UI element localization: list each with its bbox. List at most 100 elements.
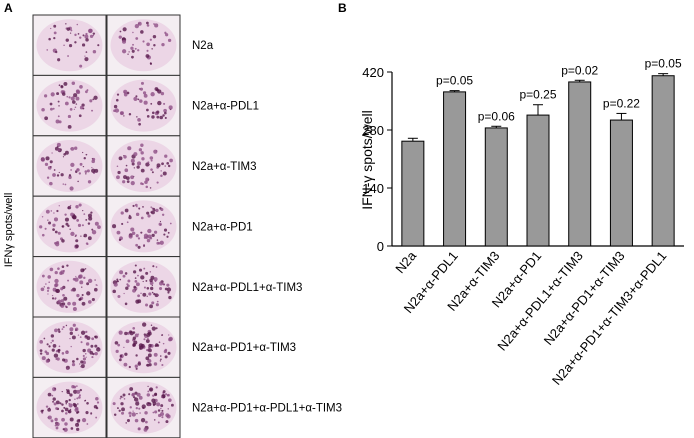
spot [132, 396, 136, 399]
spot [75, 205, 79, 209]
spot [136, 392, 141, 397]
spot [164, 111, 167, 115]
spot [142, 206, 144, 208]
spot [164, 154, 168, 158]
well [36, 200, 103, 253]
spot [84, 268, 87, 270]
spot [57, 148, 60, 152]
well-image [32, 14, 107, 76]
well-image [32, 135, 107, 197]
spot [39, 225, 43, 229]
spot [163, 108, 167, 113]
spot [51, 348, 55, 352]
spot [151, 210, 155, 215]
spot [132, 31, 134, 34]
spot [143, 267, 146, 270]
spot [66, 95, 69, 98]
spot [70, 289, 74, 292]
spot [67, 279, 70, 282]
spot [152, 207, 156, 211]
spot [160, 358, 162, 361]
spot [97, 225, 101, 230]
spot [115, 98, 119, 102]
spot [160, 407, 162, 410]
spot [123, 91, 126, 94]
spot [81, 286, 83, 288]
spot [151, 233, 155, 238]
spot [143, 286, 146, 289]
spot [63, 44, 65, 47]
spot [152, 265, 155, 268]
spot [134, 364, 138, 368]
spot [52, 107, 55, 110]
spot [58, 171, 60, 174]
spot [73, 389, 78, 394]
spot [94, 168, 99, 173]
spot [67, 301, 71, 306]
spot [54, 283, 59, 287]
spot [59, 271, 63, 276]
spot [134, 397, 137, 399]
spot [86, 291, 91, 296]
spot [153, 149, 158, 154]
spot [129, 330, 133, 334]
spot [116, 230, 121, 235]
spot [133, 96, 138, 101]
spot [117, 407, 119, 410]
spot [48, 221, 52, 225]
spot [118, 35, 122, 39]
spot [47, 219, 49, 221]
spot [147, 385, 149, 388]
spot [156, 115, 160, 119]
spot [92, 32, 96, 35]
spot [69, 408, 72, 411]
spot [130, 175, 134, 180]
spot [137, 98, 140, 101]
spot [145, 162, 150, 167]
spot [78, 396, 81, 399]
row-label: N2a+α-PDL1+α-TIM3 [192, 282, 302, 294]
spot [150, 159, 153, 162]
spot [39, 340, 44, 344]
spot [132, 204, 135, 208]
spot [64, 422, 68, 426]
spot [64, 217, 69, 222]
panel-label: A [4, 1, 13, 15]
spot [53, 31, 57, 35]
spot [114, 108, 120, 113]
spot [128, 365, 131, 369]
spot [82, 357, 87, 361]
spot [150, 168, 153, 171]
spot [86, 282, 90, 286]
spot [145, 303, 149, 307]
spot [86, 336, 91, 340]
spot [156, 344, 160, 347]
spot [156, 181, 159, 184]
spot [46, 176, 50, 179]
spot [50, 210, 53, 212]
spot [77, 334, 80, 336]
spot [50, 166, 52, 168]
spot [148, 292, 152, 296]
spot [140, 216, 144, 220]
spot [62, 183, 65, 185]
spot [143, 100, 148, 105]
spot [112, 224, 117, 229]
panel-label: B [338, 1, 347, 15]
spot [156, 300, 159, 303]
spot [133, 167, 136, 169]
spot [135, 289, 137, 291]
spot [69, 204, 72, 207]
spot [137, 400, 139, 403]
bar [484, 127, 508, 247]
spot [56, 92, 60, 96]
spot [51, 294, 54, 297]
spot [135, 282, 140, 287]
spot [79, 388, 82, 392]
spot [125, 273, 127, 276]
spot [144, 411, 148, 415]
spot [162, 114, 165, 117]
spot [167, 38, 172, 43]
spot [83, 213, 86, 215]
spot [167, 351, 171, 355]
